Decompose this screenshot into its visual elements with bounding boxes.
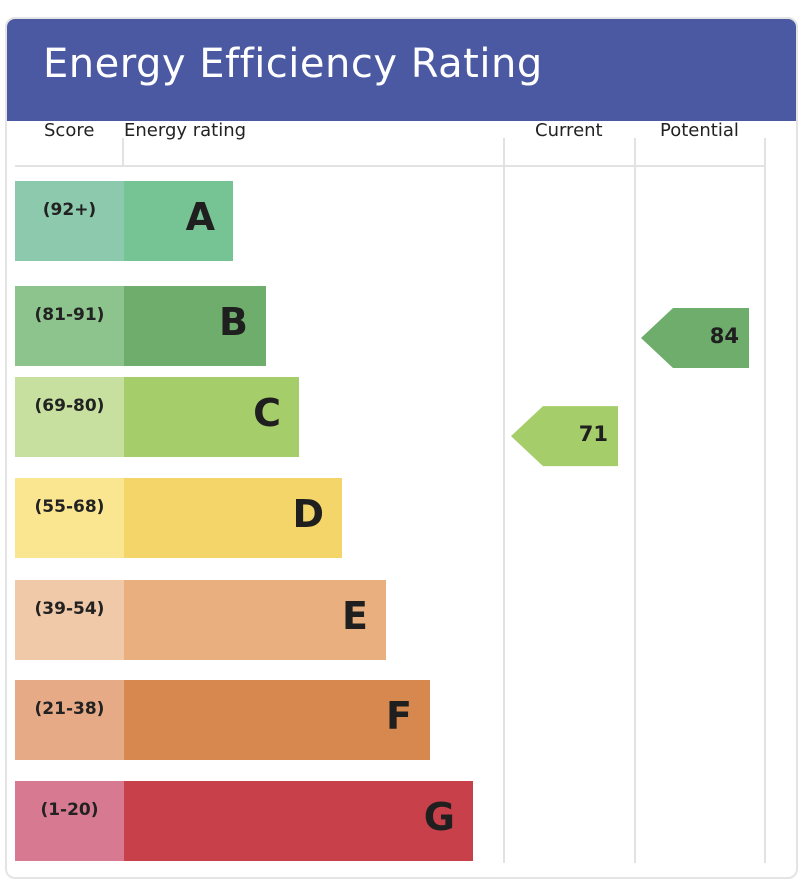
rating-letter: C xyxy=(253,391,281,435)
rating-letter: E xyxy=(342,594,368,638)
rating-bar: F xyxy=(124,680,430,760)
rating-bar: B xyxy=(124,286,266,366)
score-range-label: (1-20) xyxy=(40,800,99,820)
current-rating-value: 71 xyxy=(578,422,608,447)
potential-rating-arrow xyxy=(641,308,749,368)
rating-bar: C xyxy=(124,377,299,457)
rating-letter: B xyxy=(219,300,248,344)
score-range-label: (21-38) xyxy=(34,699,105,719)
current-column-divider xyxy=(503,138,505,863)
rating-letter: A xyxy=(185,195,215,239)
score-column-header: Score xyxy=(44,120,95,141)
rating-letter: F xyxy=(386,694,412,738)
page-title: Energy Efficiency Rating xyxy=(43,41,543,87)
rating-letter: G xyxy=(423,795,455,839)
header-rule xyxy=(15,165,766,167)
score-range-label: (55-68) xyxy=(34,497,105,517)
current-rating-arrow xyxy=(511,406,618,467)
score-cell: (81-91) xyxy=(15,286,124,366)
right-column-divider xyxy=(764,138,766,863)
score-range-label: (81-91) xyxy=(34,305,105,325)
header-divider xyxy=(122,138,124,166)
score-range-label: (39-54) xyxy=(34,599,105,619)
potential-column-divider xyxy=(634,138,636,863)
header-bar: Energy Efficiency Rating xyxy=(7,19,796,121)
score-cell: (55-68) xyxy=(15,478,124,558)
score-cell: (92+) xyxy=(15,181,124,261)
rating-bar: G xyxy=(124,781,473,861)
rating-bar: D xyxy=(124,478,342,558)
rating-bar: E xyxy=(124,580,386,660)
rating-column-header: Energy rating xyxy=(124,120,247,141)
potential-rating-value: 84 xyxy=(709,324,739,348)
score-range-label: (69-80) xyxy=(34,396,105,416)
current-column-header: Current xyxy=(535,120,603,141)
score-cell: (1-20) xyxy=(15,781,124,861)
score-cell: (69-80) xyxy=(15,377,124,457)
potential-column-header: Potential xyxy=(660,120,739,141)
score-range-label: (92+) xyxy=(42,200,97,220)
score-cell: (39-54) xyxy=(15,580,124,660)
rating-letter: D xyxy=(292,492,324,536)
rating-bar: A xyxy=(124,181,233,261)
score-cell: (21-38) xyxy=(15,680,124,760)
